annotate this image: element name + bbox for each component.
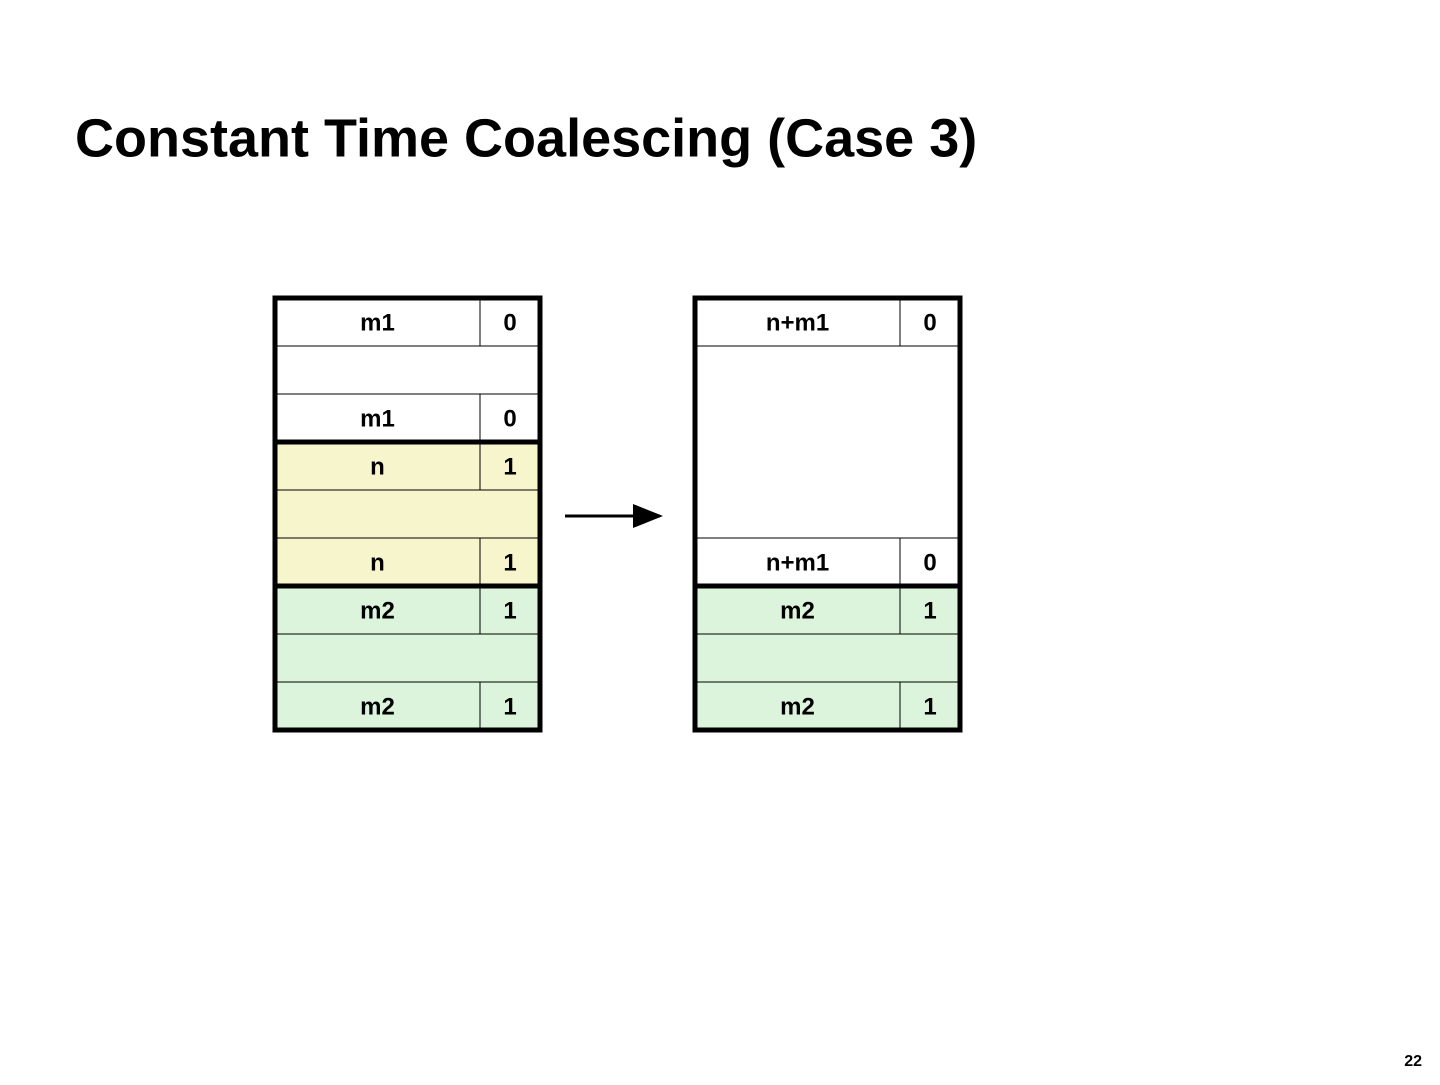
block (275, 442, 540, 586)
size-cell: n (370, 549, 385, 576)
alloc-cell: 1 (503, 453, 516, 480)
size-cell: n+m1 (766, 549, 829, 576)
alloc-cell: 1 (503, 549, 516, 576)
heap-outline (272, 295, 543, 733)
heap-outline (692, 295, 963, 733)
page-number: 22 (1404, 1053, 1422, 1070)
alloc-cell: 0 (923, 549, 936, 576)
alloc-cell: 1 (923, 597, 936, 624)
size-cell: m1 (360, 405, 395, 432)
alloc-cell: 1 (503, 597, 516, 624)
size-cell: m2 (780, 693, 815, 720)
size-cell: n+m1 (766, 309, 829, 336)
alloc-cell: 0 (503, 309, 516, 336)
block (275, 586, 540, 730)
size-cell: n (370, 453, 385, 480)
block (695, 298, 960, 586)
size-cell: m1 (360, 309, 395, 336)
alloc-cell: 1 (923, 693, 936, 720)
block (695, 586, 960, 730)
slide-title: Constant Time Coalescing (Case 3) (75, 108, 977, 168)
alloc-cell: 0 (503, 405, 516, 432)
alloc-cell: 1 (503, 693, 516, 720)
size-cell: m2 (780, 597, 815, 624)
block (275, 298, 540, 442)
size-cell: m2 (360, 597, 395, 624)
alloc-cell: 0 (923, 309, 936, 336)
size-cell: m2 (360, 693, 395, 720)
